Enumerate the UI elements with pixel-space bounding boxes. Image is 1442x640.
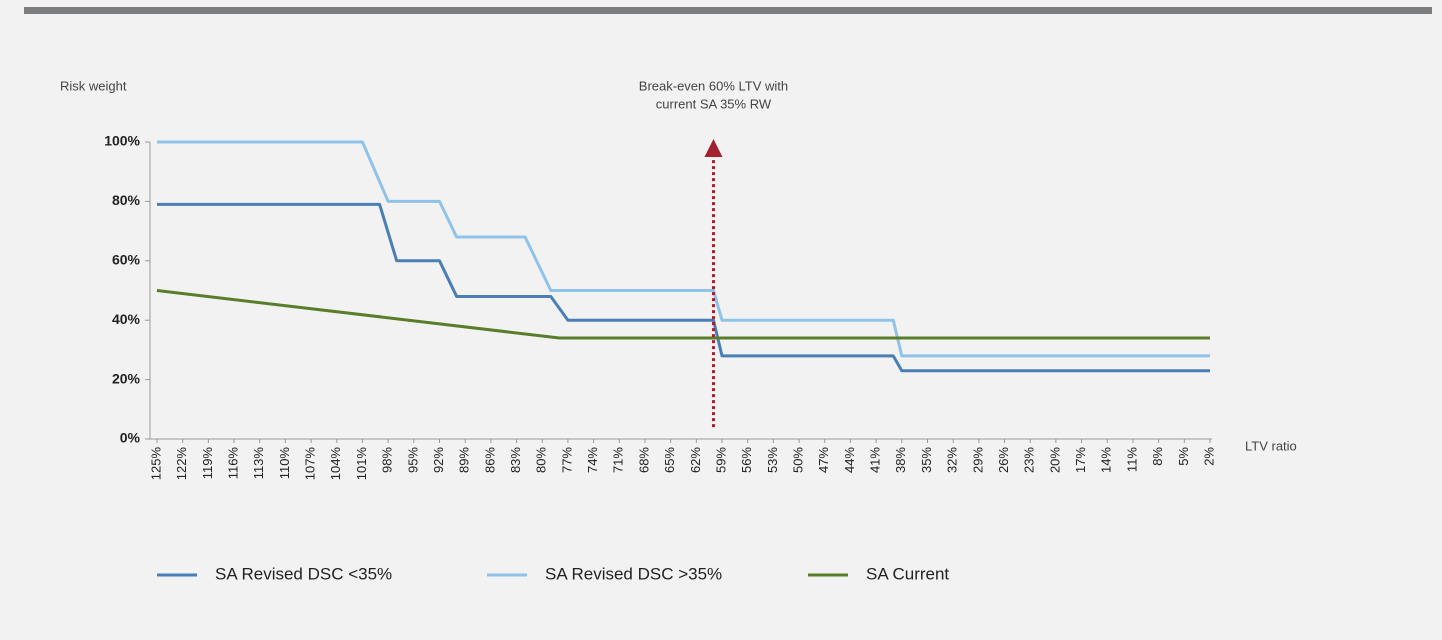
x-tick-label: 71% xyxy=(611,447,626,473)
annotation-text: current SA 35% RW xyxy=(656,96,772,111)
x-tick-label: 59% xyxy=(713,447,728,473)
x-tick-label: 8% xyxy=(1150,447,1165,466)
x-tick-label: 17% xyxy=(1073,447,1088,473)
x-tick-label: 86% xyxy=(482,447,497,473)
x-tick-label: 14% xyxy=(1099,447,1114,473)
x-tick-label: 107% xyxy=(303,447,318,481)
x-tick-label: 11% xyxy=(1124,447,1139,472)
x-tick-label: 74% xyxy=(585,447,600,473)
x-tick-label: 20% xyxy=(1047,447,1062,473)
legend-label: SA Revised DSC >35% xyxy=(545,564,722,583)
x-tick-label: 53% xyxy=(765,447,780,473)
x-tick-label: 119% xyxy=(200,447,215,480)
x-tick-label: 113% xyxy=(251,447,266,480)
x-tick-label: 23% xyxy=(1022,447,1037,473)
x-tick-label: 29% xyxy=(970,447,985,473)
x-tick-label: 5% xyxy=(1176,447,1191,466)
x-axis-label: LTV ratio xyxy=(1245,438,1297,453)
x-tick-label: 77% xyxy=(559,447,574,473)
x-tick-label: 56% xyxy=(739,447,754,473)
x-tick-label: 47% xyxy=(816,447,831,473)
x-tick-label: 32% xyxy=(945,447,960,473)
y-tick-label: 60% xyxy=(112,252,141,268)
x-tick-label: 26% xyxy=(996,447,1011,473)
x-tick-label: 116% xyxy=(225,447,240,480)
x-tick-label: 80% xyxy=(534,447,549,473)
legend-label: SA Revised DSC <35% xyxy=(215,564,392,583)
x-tick-label: 35% xyxy=(919,447,934,473)
y-tick-label: 40% xyxy=(112,311,141,327)
x-tick-label: 41% xyxy=(868,447,883,473)
series-line xyxy=(157,140,1210,358)
y-tick-label: 100% xyxy=(104,133,140,149)
x-tick-label: 50% xyxy=(791,447,806,473)
x-tick-label: 38% xyxy=(893,447,908,473)
x-tick-label: 104% xyxy=(328,447,343,481)
annotation-text: Break-even 60% LTV with xyxy=(639,78,788,93)
y-tick-label: 20% xyxy=(112,370,141,386)
arrow-head xyxy=(704,139,723,158)
x-tick-label: 110% xyxy=(277,447,292,480)
legend-label: SA Current xyxy=(866,564,949,583)
x-tick-label: 89% xyxy=(457,447,472,473)
x-tick-label: 65% xyxy=(662,447,677,473)
series-line xyxy=(157,202,1210,373)
y-tick-label: 80% xyxy=(112,192,141,208)
x-tick-label: 44% xyxy=(842,447,857,473)
x-tick-label: 92% xyxy=(431,447,446,473)
x-tick-label: 62% xyxy=(688,447,703,473)
series-line xyxy=(156,289,1210,340)
x-tick-label: 101% xyxy=(354,447,369,481)
y-axis-label: Risk weight xyxy=(60,78,127,93)
x-tick-label: 125% xyxy=(148,447,163,481)
x-tick-label: 68% xyxy=(636,447,651,473)
x-tick-label: 2% xyxy=(1201,447,1216,466)
y-tick-label: 0% xyxy=(120,430,141,446)
x-tick-label: 122% xyxy=(174,447,189,481)
x-tick-label: 83% xyxy=(508,447,523,473)
x-tick-label: 95% xyxy=(405,447,420,473)
top-bar xyxy=(24,7,1432,14)
x-tick-label: 98% xyxy=(380,447,395,473)
